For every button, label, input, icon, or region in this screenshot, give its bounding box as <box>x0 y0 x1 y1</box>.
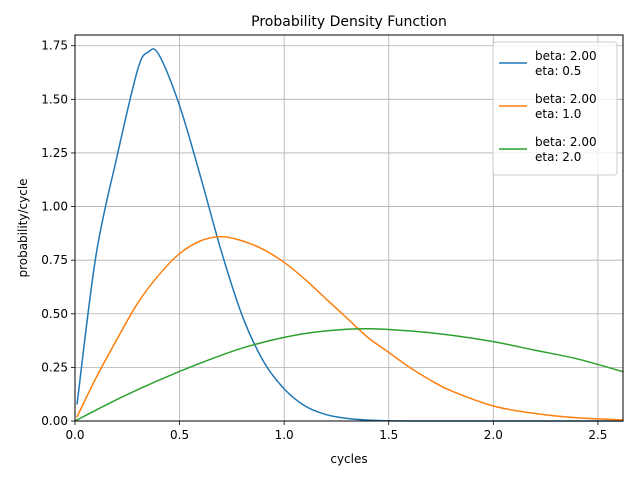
x-tick-label: 2.5 <box>588 428 607 442</box>
plot-frame <box>74 34 624 422</box>
x-tick-label: 2.0 <box>484 428 503 442</box>
y-tick-label: 0.25 <box>41 360 68 374</box>
legend-box <box>492 41 618 176</box>
legend-label: eta: 2.0 <box>535 150 581 164</box>
y-tick-label: 1.75 <box>41 39 68 53</box>
x-axis-label: cycles <box>330 452 367 466</box>
series-line-2 <box>76 235 624 421</box>
chart-title: Probability Density Function <box>251 14 447 30</box>
series-line-3 <box>74 328 624 422</box>
legend-label: eta: 1.0 <box>535 107 581 121</box>
y-axis-label: probability/cycle <box>16 178 30 277</box>
x-tick-label: 0.5 <box>170 428 189 442</box>
x-tick-label: 1.5 <box>379 428 398 442</box>
y-tick-label: 0.00 <box>41 414 68 428</box>
y-tick-label: 0.75 <box>41 253 68 267</box>
x-tick-label: 0.0 <box>65 428 84 442</box>
legend-label: beta: 2.00 <box>535 135 597 149</box>
y-tick-label: 1.00 <box>41 200 68 214</box>
x-axis: 0.0 0.5 1.0 1.5 2.0 2.5 <box>65 421 607 442</box>
legend-label: eta: 0.5 <box>535 64 581 78</box>
y-tick-label: 0.50 <box>41 307 68 321</box>
legend-label: beta: 2.00 <box>535 92 597 106</box>
legend-label: beta: 2.00 <box>535 49 597 63</box>
x-tick-label: 1.0 <box>275 428 294 442</box>
y-tick-label: 1.25 <box>41 146 68 160</box>
y-axis: 0.00 0.25 0.50 0.75 1.00 1.25 1.50 1.75 <box>41 39 75 428</box>
y-tick-label: 1.50 <box>41 92 68 106</box>
